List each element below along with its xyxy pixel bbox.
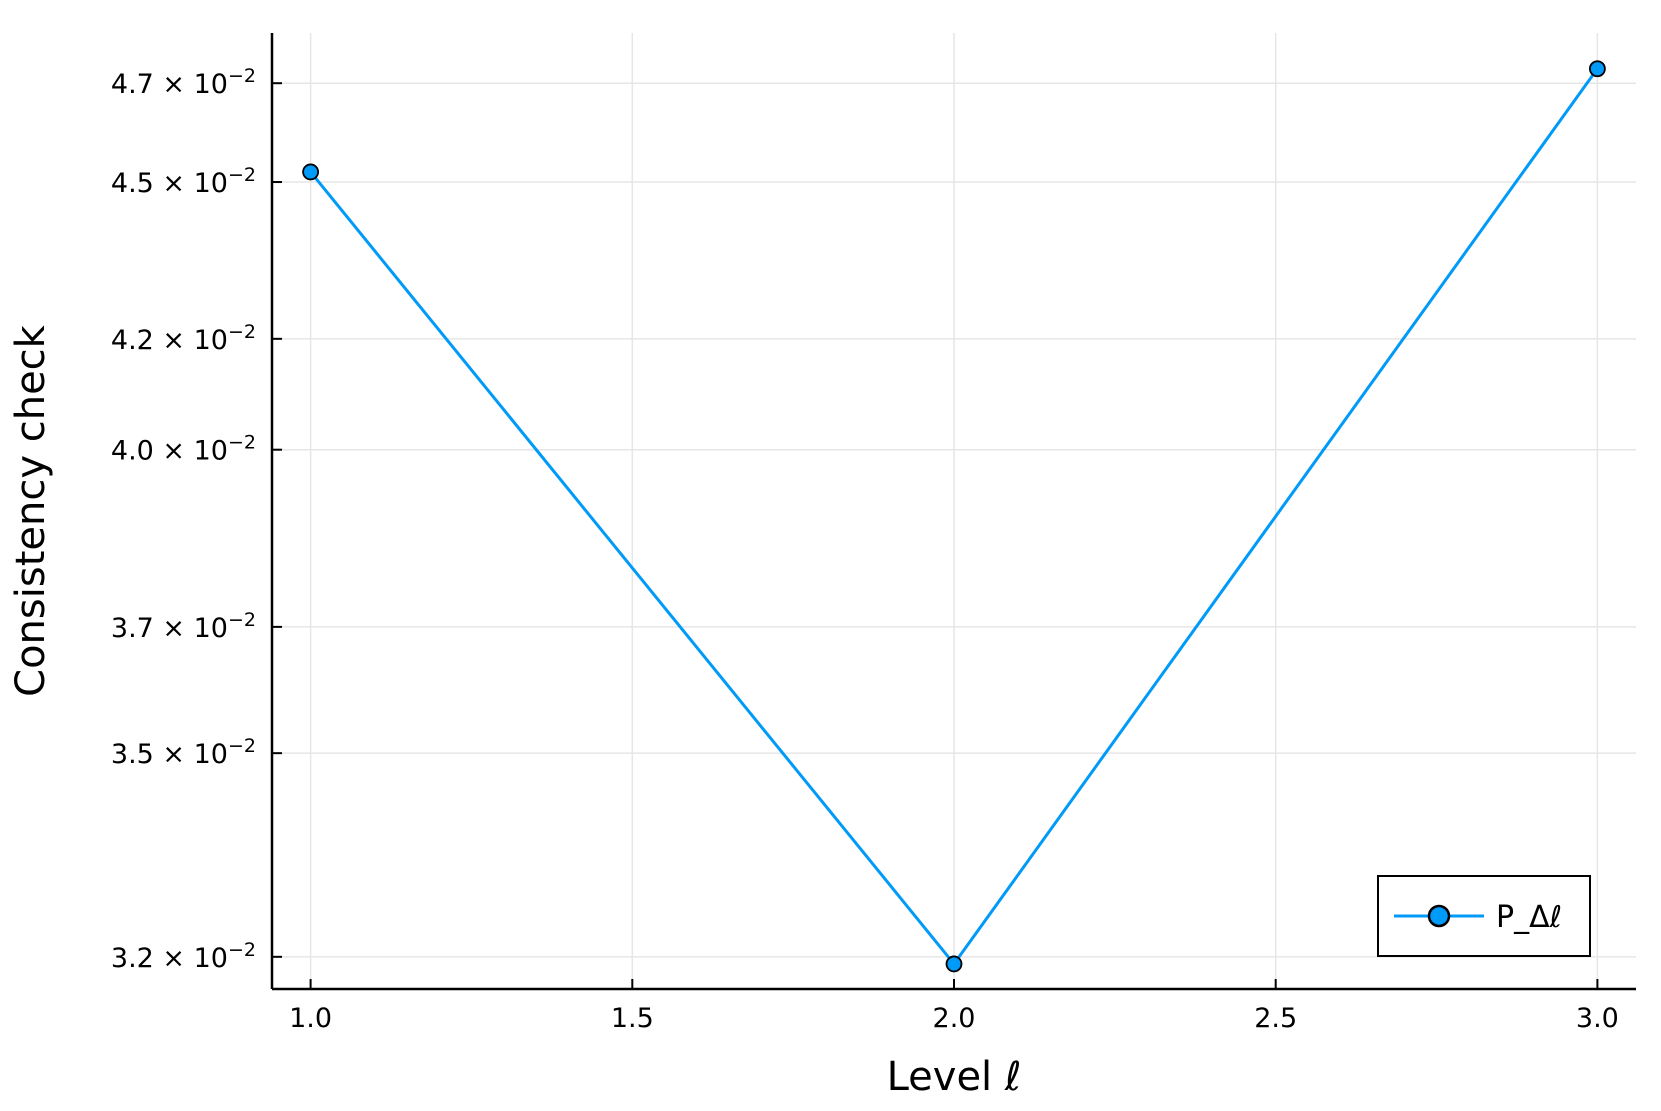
x-tick-label: 2.0 — [933, 1003, 976, 1034]
y-tick-label: 3.2 × 10−2 — [111, 939, 256, 974]
x-tick-label: 2.5 — [1254, 1003, 1297, 1034]
legend-marker-swatch — [1427, 904, 1451, 928]
data-point — [1588, 60, 1606, 78]
y-tick-label: 4.0 × 10−2 — [111, 432, 256, 467]
x-tick-label: 3.0 — [1576, 1003, 1619, 1034]
data-point — [945, 955, 963, 973]
x-tick-label: 1.0 — [289, 1003, 332, 1034]
y-tick-label: 3.5 × 10−2 — [111, 735, 256, 770]
y-tick-label: 4.5 × 10−2 — [111, 164, 256, 199]
legend-label: P_Δℓ — [1496, 900, 1562, 935]
x-axis-ticks: 1.0 1.5 2.0 2.5 3.0 — [289, 979, 1619, 1034]
legend: P_Δℓ — [1377, 875, 1591, 957]
y-tick-label: 3.7 × 10−2 — [111, 609, 256, 644]
y-tick-label: 4.7 × 10−2 — [111, 65, 256, 100]
series-group — [302, 60, 1606, 973]
grid — [272, 33, 1636, 989]
data-point — [302, 163, 320, 181]
y-axis-ticks: 3.2 × 10−2 3.5 × 10−2 3.7 × 10−2 4.0 × 10−2… — [111, 65, 282, 974]
x-axis-label: Level ℓ — [887, 1054, 1022, 1100]
y-tick-label: 4.2 × 10−2 — [111, 321, 256, 356]
x-tick-label: 1.5 — [611, 1003, 654, 1034]
y-axis-label: Consistency check — [8, 324, 54, 697]
